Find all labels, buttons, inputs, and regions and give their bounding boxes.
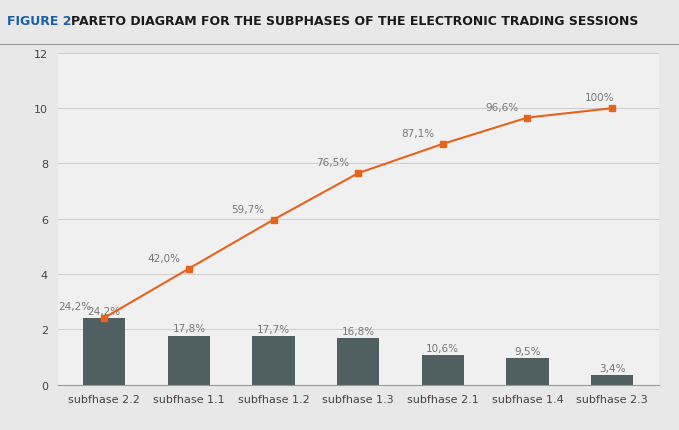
Text: 87,1%: 87,1%	[401, 129, 434, 138]
Bar	[253, 336, 295, 385]
Text: 17,7%: 17,7%	[257, 324, 290, 334]
Text: 24,2%: 24,2%	[88, 306, 121, 316]
Text: 76,5%: 76,5%	[316, 158, 349, 168]
Bar	[591, 375, 634, 385]
Text: 10,6%: 10,6%	[426, 344, 459, 353]
Text: 16,8%: 16,8%	[342, 326, 375, 336]
Text: 17,8%: 17,8%	[172, 323, 206, 334]
Text: FIGURE 2: FIGURE 2	[7, 15, 71, 28]
Text: 96,6%: 96,6%	[485, 102, 519, 112]
Text: 42,0%: 42,0%	[147, 253, 180, 263]
Bar	[507, 359, 549, 385]
Text: 59,7%: 59,7%	[232, 204, 265, 214]
Text: 24,2%: 24,2%	[58, 301, 91, 311]
Bar	[422, 356, 464, 385]
Text: 3,4%: 3,4%	[599, 363, 625, 373]
Bar	[168, 336, 210, 385]
Text: PARETO DIAGRAM FOR THE SUBPHASES OF THE ELECTRONIC TRADING SESSIONS: PARETO DIAGRAM FOR THE SUBPHASES OF THE …	[71, 15, 639, 28]
Text: 9,5%: 9,5%	[514, 347, 540, 356]
Text: 100%: 100%	[585, 93, 614, 103]
Bar	[337, 338, 380, 385]
Bar	[83, 318, 126, 385]
